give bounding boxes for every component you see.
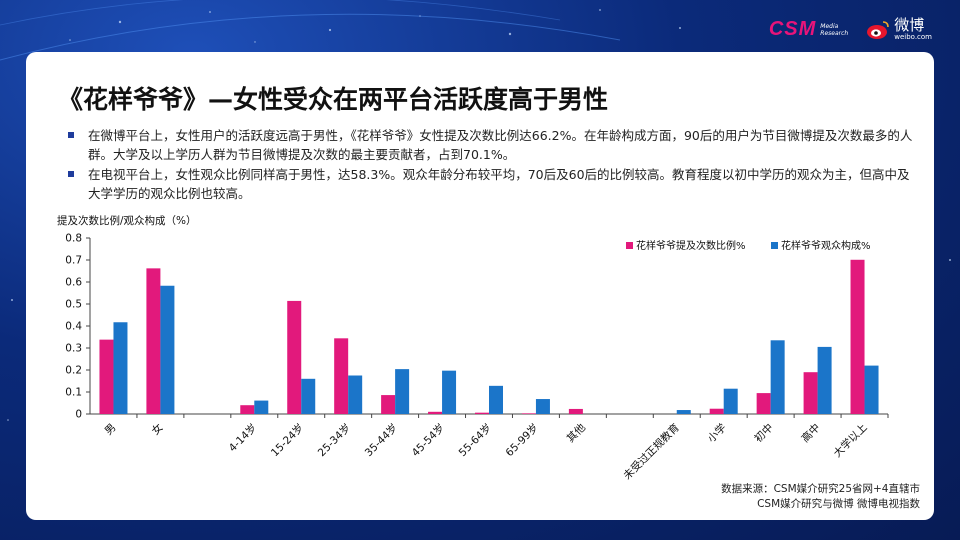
x-tick-label: 15-24岁	[268, 421, 306, 459]
bullet-square-icon	[68, 171, 74, 177]
y-axis-label: 提及次数比例/观众构成（%）	[57, 215, 197, 227]
x-tick-label: 45-54岁	[409, 421, 447, 459]
bar-mention-ratio	[334, 338, 349, 414]
y-tick-label: 0.8	[65, 233, 82, 245]
bar-audience-share	[535, 399, 550, 414]
weibo-logo: 微博 weibo.com	[866, 18, 932, 41]
bar-audience-share	[770, 340, 785, 414]
x-tick-label: 高中	[799, 421, 823, 445]
bar-mention-ratio	[381, 395, 396, 414]
y-tick-label: 0.5	[65, 299, 82, 311]
weibo-logo-text: 微博	[894, 16, 925, 34]
legend-swatch	[771, 242, 778, 249]
bar-mention-ratio	[287, 300, 302, 414]
y-tick-label: 0.3	[65, 343, 82, 355]
legend-swatch	[626, 242, 633, 249]
csm-logo-text: CSM	[768, 18, 817, 40]
y-tick-label: 0.6	[65, 277, 82, 289]
x-tick-label: 未受过正规教育	[621, 421, 682, 482]
bar-mention-ratio	[240, 405, 255, 414]
source-line: CSM媒介研究与微博 微博电视指数	[757, 498, 920, 510]
csm-logo: CSM Media Research	[769, 18, 848, 41]
x-tick-label: 35-44岁	[362, 421, 400, 459]
bar-mention-ratio	[756, 393, 771, 414]
bar-audience-share	[723, 388, 738, 414]
x-tick-label: 65-99岁	[503, 421, 541, 459]
x-tick-label: 大学以上	[831, 421, 870, 460]
bullet-item: 在微博平台上，女性用户的活跃度远高于男性，《花样爷爷》女性提及次数比例达66.2…	[68, 126, 916, 164]
bar-mention-ratio	[428, 411, 443, 414]
bar-audience-share	[817, 346, 832, 414]
bullet-list: 在微博平台上，女性用户的活跃度远高于男性，《花样爷爷》女性提及次数比例达66.2…	[68, 126, 916, 204]
weibo-logo-sub: weibo.com	[894, 33, 932, 41]
x-tick-label: 其他	[564, 421, 588, 445]
y-tick-label: 0.4	[65, 321, 82, 333]
y-tick-label: 0.7	[65, 255, 82, 267]
bar-mention-ratio	[475, 412, 489, 414]
x-tick-label: 女	[149, 421, 166, 438]
bar-audience-share	[160, 285, 175, 414]
y-tick-label: 0.1	[65, 387, 82, 399]
csm-logo-sub-line2: Research	[820, 29, 849, 37]
bar-audience-share	[489, 385, 503, 414]
source-line: 数据来源：CSM媒介研究25省网+4直辖市	[721, 483, 920, 495]
slide-title: 《花样爷爷》—女性受众在两平台活跃度高于男性	[58, 85, 609, 114]
header-logos: CSM Media Research 微博 weibo.com	[769, 18, 932, 42]
y-tick-label: 0	[75, 409, 82, 421]
bar-mention-ratio	[568, 408, 583, 414]
bar-mention-ratio	[146, 268, 161, 414]
x-tick-label: 初中	[752, 421, 776, 445]
bullet-item: 在电视平台上，女性观众比例同样高于男性，达58.3%。观众年龄分布较平均，70后…	[68, 165, 916, 203]
bar-audience-share	[676, 410, 691, 414]
weibo-eye-icon	[867, 20, 890, 39]
y-tick-label: 0.2	[65, 365, 82, 377]
bar-audience-share	[348, 375, 363, 414]
bar-audience-share	[395, 369, 410, 414]
bullet-text: 在电视平台上，女性观众比例同样高于男性，达58.3%。观众年龄分布较平均，70后…	[88, 167, 910, 201]
bar-mention-ratio	[709, 408, 724, 414]
bar-audience-share	[864, 365, 879, 414]
x-tick-label: 小学	[705, 421, 729, 445]
csm-logo-sub-line1: Media	[820, 22, 839, 30]
bar-chart: 0 0.1 0.2 0.3 0.4 0.5 0.6 0.7 0.8 男 女 4-14岁 15-24岁 25…	[65, 233, 889, 482]
x-tick-label: 男	[103, 422, 119, 438]
bullet-text: 在微博平台上，女性用户的活跃度远高于男性，《花样爷爷》女性提及次数比例达66.2…	[88, 128, 913, 162]
bar-mention-ratio	[850, 259, 865, 414]
x-tick-label: 55-64岁	[456, 421, 494, 459]
bar-audience-share	[113, 322, 128, 414]
bar-audience-share	[442, 370, 457, 414]
bar-mention-ratio	[803, 372, 818, 414]
data-source: 数据来源：CSM媒介研究25省网+4直辖市 CSM媒介研究与微博 微博电视指数	[721, 482, 920, 512]
bullet-square-icon	[68, 132, 74, 138]
bar-mention-ratio	[521, 413, 536, 414]
bar-audience-share	[254, 400, 269, 414]
legend-label: 花样爷爷提及次数比例%	[636, 239, 746, 252]
bar-mention-ratio	[99, 339, 114, 414]
bar-audience-share	[301, 378, 316, 414]
content-card: 《花样爷爷》—女性受众在两平台活跃度高于男性 在微博平台上，女性用户的活跃度远高…	[26, 52, 934, 520]
x-tick-label: 4-14岁	[226, 421, 259, 454]
x-tick-label: 25-34岁	[315, 421, 353, 459]
csm-logo-sub: Media Research	[820, 23, 848, 37]
legend-label: 花样爷爷观众构成%	[781, 239, 871, 252]
